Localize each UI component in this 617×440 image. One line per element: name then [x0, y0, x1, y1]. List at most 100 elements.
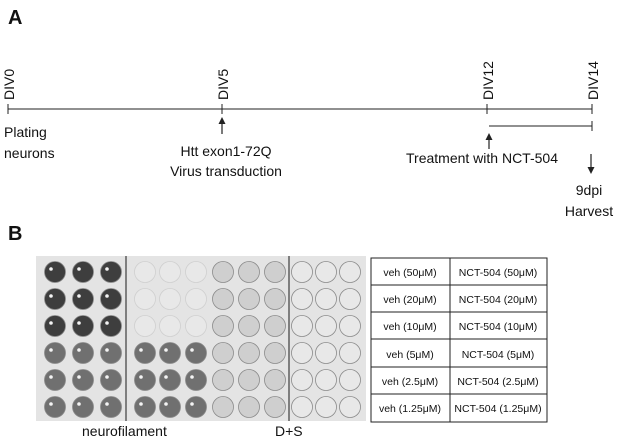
plate-well [212, 288, 234, 310]
well-highlight [49, 348, 53, 352]
plate-well [72, 261, 94, 283]
well-highlight [190, 402, 194, 406]
well-plate-scan [36, 256, 366, 421]
plate-well [315, 369, 337, 391]
legend-veh-cell: veh (20μM) [383, 294, 436, 306]
plate-well [339, 369, 361, 391]
plate-well [264, 261, 286, 283]
plate-well [291, 261, 313, 283]
plate-well [185, 261, 207, 283]
plate-well [44, 342, 66, 364]
well-highlight [105, 348, 109, 352]
plate-well [238, 396, 260, 418]
panel-a-label: A [8, 7, 22, 29]
treatment-label: Treatment with NCT-504 [406, 150, 558, 166]
plate-well [264, 342, 286, 364]
well-highlight [105, 267, 109, 271]
plate-well [159, 315, 181, 337]
plate-well [100, 342, 122, 364]
timepoint-label: DIV14 [585, 61, 601, 100]
plate-well [291, 315, 313, 337]
treatment-legend-table: veh (50μM) NCT-504 (50μM) veh (20μM) NCT… [370, 257, 548, 423]
plate-well [100, 288, 122, 310]
plating-label-line1: Plating [4, 124, 47, 140]
plate-well [291, 369, 313, 391]
legend-drug-cell: NCT-504 (50μM) [459, 267, 537, 279]
plate-well [185, 288, 207, 310]
plate-well [339, 261, 361, 283]
plate-well [134, 288, 156, 310]
plate-well [315, 342, 337, 364]
legend-drug-cell: NCT-504 (20μM) [459, 294, 537, 306]
plating-label-line2: neurons [4, 145, 55, 161]
plate-well [134, 342, 156, 364]
legend-drug-cell: NCT-504 (10μM) [459, 321, 537, 333]
plate-well [44, 369, 66, 391]
timepoint-label: DIV0 [1, 69, 17, 100]
plate-background [36, 256, 366, 421]
well-highlight [49, 402, 53, 406]
well-highlight [49, 294, 53, 298]
plate-well [339, 288, 361, 310]
plate-well [264, 288, 286, 310]
well-highlight [49, 375, 53, 379]
plate-well [185, 396, 207, 418]
plate-well [291, 396, 313, 418]
harvest-arrowhead-icon [587, 167, 595, 174]
plate-well [185, 369, 207, 391]
legend-veh-cell: veh (5μM) [386, 349, 433, 361]
plate-well [159, 342, 181, 364]
plate-well [264, 315, 286, 337]
plate-well [212, 396, 234, 418]
harvest-label-line2: Harvest [565, 203, 613, 219]
timepoint-label: DIV12 [480, 61, 496, 100]
well-highlight [77, 348, 81, 352]
treatment-arrowhead-icon [485, 133, 493, 140]
well-highlight [164, 402, 168, 406]
plate-well [315, 261, 337, 283]
plate-well [134, 261, 156, 283]
plate-well [134, 396, 156, 418]
well-highlight [77, 267, 81, 271]
well-highlight [105, 375, 109, 379]
plate-well [72, 369, 94, 391]
plate-well [291, 342, 313, 364]
well-highlight [105, 321, 109, 325]
plate-well [100, 315, 122, 337]
well-highlight [77, 375, 81, 379]
legend-veh-cell: veh (2.5μM) [382, 376, 438, 388]
plate-well [100, 261, 122, 283]
plate-well [238, 369, 260, 391]
plate-well [212, 342, 234, 364]
panel-b-label: B [8, 223, 22, 245]
plate-well [238, 261, 260, 283]
legend-veh-cell: veh (1.25μM) [379, 403, 441, 415]
plate-well [44, 396, 66, 418]
plate-well [185, 315, 207, 337]
plate-well [44, 261, 66, 283]
legend-border [370, 257, 548, 423]
legend-veh-cell: veh (50μM) [383, 267, 436, 279]
well-highlight [139, 402, 143, 406]
plate-well [212, 369, 234, 391]
plate-well [339, 315, 361, 337]
plate-well [264, 369, 286, 391]
plate-well [44, 288, 66, 310]
plate-well [291, 288, 313, 310]
well-highlight [190, 375, 194, 379]
legend-drug-cell: NCT-504 (2.5μM) [457, 376, 538, 388]
plate-well [72, 396, 94, 418]
plate-well [72, 315, 94, 337]
plate-well [100, 369, 122, 391]
plate-well [44, 315, 66, 337]
plate-well [185, 342, 207, 364]
legend-drug-cell: NCT-504 (5μM) [462, 349, 535, 361]
well-highlight [190, 348, 194, 352]
plate-well [238, 315, 260, 337]
plate-well [100, 396, 122, 418]
well-highlight [164, 375, 168, 379]
virus-label-line2: Virus transduction [170, 163, 282, 179]
plate-well [315, 396, 337, 418]
well-highlight [139, 348, 143, 352]
